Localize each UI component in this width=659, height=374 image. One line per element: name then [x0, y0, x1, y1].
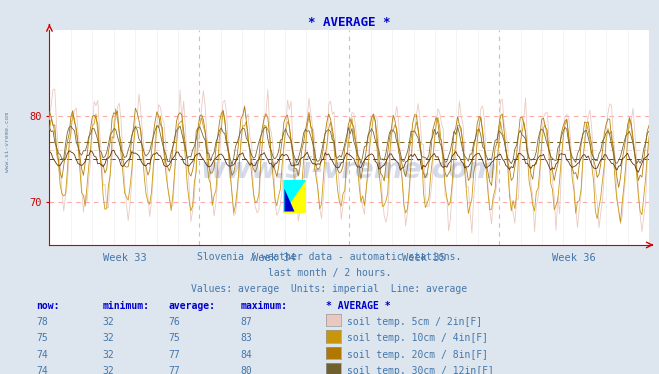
Text: 74: 74 [36, 350, 48, 360]
Polygon shape [285, 189, 295, 212]
Text: 32: 32 [102, 334, 114, 343]
Text: 78: 78 [36, 317, 48, 327]
Text: 32: 32 [102, 350, 114, 360]
Text: now:: now: [36, 301, 60, 310]
Text: www.si-vreme.com: www.si-vreme.com [5, 112, 11, 172]
Text: 83: 83 [241, 334, 252, 343]
Text: 80: 80 [241, 367, 252, 374]
Text: 32: 32 [102, 317, 114, 327]
Text: Slovenia / weather data - automatic stations.: Slovenia / weather data - automatic stat… [197, 252, 462, 262]
Polygon shape [283, 180, 306, 213]
Text: 87: 87 [241, 317, 252, 327]
Text: 76: 76 [168, 317, 180, 327]
Text: soil temp. 20cm / 8in[F]: soil temp. 20cm / 8in[F] [347, 350, 488, 360]
Text: maximum:: maximum: [241, 301, 287, 310]
Text: 77: 77 [168, 350, 180, 360]
Text: average:: average: [168, 301, 215, 310]
Text: soil temp. 10cm / 4in[F]: soil temp. 10cm / 4in[F] [347, 334, 488, 343]
Text: minimum:: minimum: [102, 301, 149, 310]
Text: 32: 32 [102, 367, 114, 374]
Text: 77: 77 [168, 367, 180, 374]
Polygon shape [283, 180, 306, 213]
Text: soil temp. 30cm / 12in[F]: soil temp. 30cm / 12in[F] [347, 367, 494, 374]
Title: * AVERAGE *: * AVERAGE * [308, 16, 391, 29]
Text: 74: 74 [36, 367, 48, 374]
Text: 75: 75 [36, 334, 48, 343]
Text: soil temp. 5cm / 2in[F]: soil temp. 5cm / 2in[F] [347, 317, 482, 327]
Text: 75: 75 [168, 334, 180, 343]
Text: www.si-vreme.com: www.si-vreme.com [201, 156, 498, 184]
Text: Values: average  Units: imperial  Line: average: Values: average Units: imperial Line: av… [191, 284, 468, 294]
Text: * AVERAGE *: * AVERAGE * [326, 301, 391, 310]
Text: last month / 2 hours.: last month / 2 hours. [268, 268, 391, 278]
Text: 84: 84 [241, 350, 252, 360]
